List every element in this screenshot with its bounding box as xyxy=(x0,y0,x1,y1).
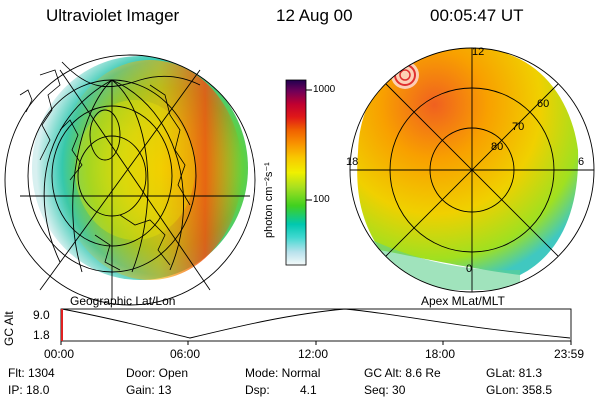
dsp-label: Dsp: xyxy=(245,383,270,397)
gcalt-info: GC Alt: 8.6 Re xyxy=(364,366,441,380)
time-tick-0600: 06:00 xyxy=(170,347,201,361)
colorbar xyxy=(285,79,307,266)
alt-tick-1-8: 1.8 xyxy=(33,328,50,342)
mlt-label-12: 12 xyxy=(472,46,485,58)
colorbar-unit-label: photon cm⁻²s⁻¹ xyxy=(263,162,275,238)
lat-label-70: 70 xyxy=(512,121,525,133)
apex-image xyxy=(349,47,595,293)
glon-info: GLon: 358.5 xyxy=(486,383,553,397)
glat-info: GLat: 81.3 xyxy=(486,366,543,380)
time-tick-2359: 23:59 xyxy=(554,347,585,361)
lat-label-60: 60 xyxy=(537,98,550,110)
alt-tick-9: 9.0 xyxy=(33,308,50,322)
time-tick-0000: 00:00 xyxy=(44,347,75,361)
dsp-value: 4.1 xyxy=(300,383,317,397)
time-tick-1200: 12:00 xyxy=(298,347,329,361)
date-label: 12 Aug 00 xyxy=(276,6,353,25)
ip-info: IP: 18.0 xyxy=(8,383,50,397)
mlt-label-6: 6 xyxy=(578,156,585,168)
lat-label-80: 80 xyxy=(491,141,504,153)
colorbar-tick-1000: 1000 xyxy=(313,84,336,95)
mode-info: Mode: Normal xyxy=(245,366,321,380)
time-tick-1800: 18:00 xyxy=(425,347,456,361)
apex-label: Apex MLat/MLT xyxy=(421,294,505,308)
geographic-label: Geographic Lat/Lon xyxy=(70,294,176,308)
gain-info: Gain: 13 xyxy=(126,383,172,397)
colorbar-tick-100: 100 xyxy=(313,194,330,205)
flt-info: Flt: 1304 xyxy=(8,366,55,380)
mlt-label-0: 0 xyxy=(466,263,473,275)
altitude-plot xyxy=(60,308,572,345)
geographic-image xyxy=(4,54,256,306)
door-info: Door: Open xyxy=(126,366,189,380)
mlt-label-18: 18 xyxy=(346,156,359,168)
time-label: 00:05:47 UT xyxy=(430,6,524,25)
instrument-title: Ultraviolet Imager xyxy=(46,6,180,25)
alt-axis-label: GC Alt xyxy=(2,311,16,346)
seq-info: Seq: 30 xyxy=(364,383,406,397)
